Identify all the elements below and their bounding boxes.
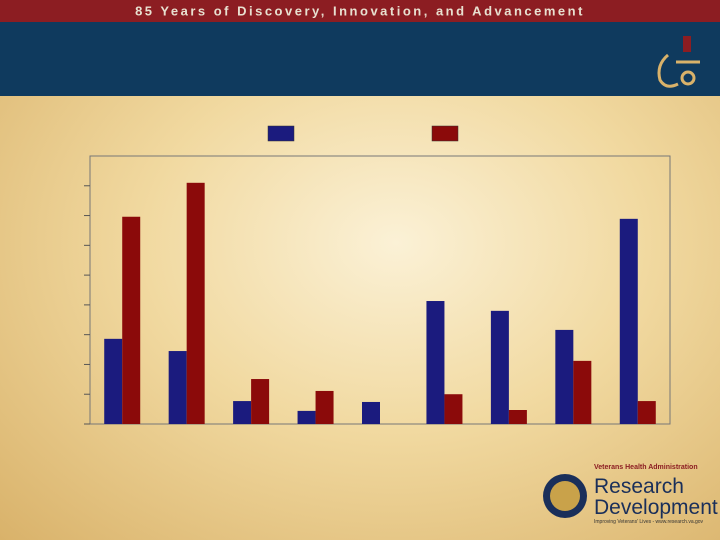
bar — [619, 218, 638, 424]
bar — [168, 351, 187, 424]
footer-org: Veterans Health Administration — [594, 464, 698, 471]
footer-logo: Veterans Health Administration Research … — [543, 464, 718, 525]
bar — [104, 338, 123, 424]
bar — [426, 301, 445, 424]
legend-swatch — [431, 125, 459, 142]
bar — [573, 360, 592, 424]
bar — [251, 379, 270, 424]
header-bar — [0, 0, 720, 22]
bar — [186, 182, 205, 424]
footer-line1: Research — [594, 475, 684, 498]
legend-swatch — [267, 125, 295, 142]
footer-line2: Development — [594, 496, 718, 519]
header-band — [0, 22, 720, 96]
bar — [297, 410, 316, 424]
bar — [233, 401, 252, 424]
bar — [444, 394, 463, 424]
bar — [362, 401, 380, 424]
footer-tagline: Improving Veterans' Lives - www.research… — [594, 519, 704, 525]
header-title: 85 Years of Discovery, Innovation, and A… — [135, 3, 585, 18]
seal-inner — [550, 481, 580, 511]
logo — [657, 36, 700, 88]
bar — [637, 401, 656, 424]
bar — [508, 410, 527, 424]
bar — [315, 390, 334, 424]
bar — [555, 329, 574, 424]
bar — [490, 310, 509, 424]
bar — [122, 216, 141, 424]
